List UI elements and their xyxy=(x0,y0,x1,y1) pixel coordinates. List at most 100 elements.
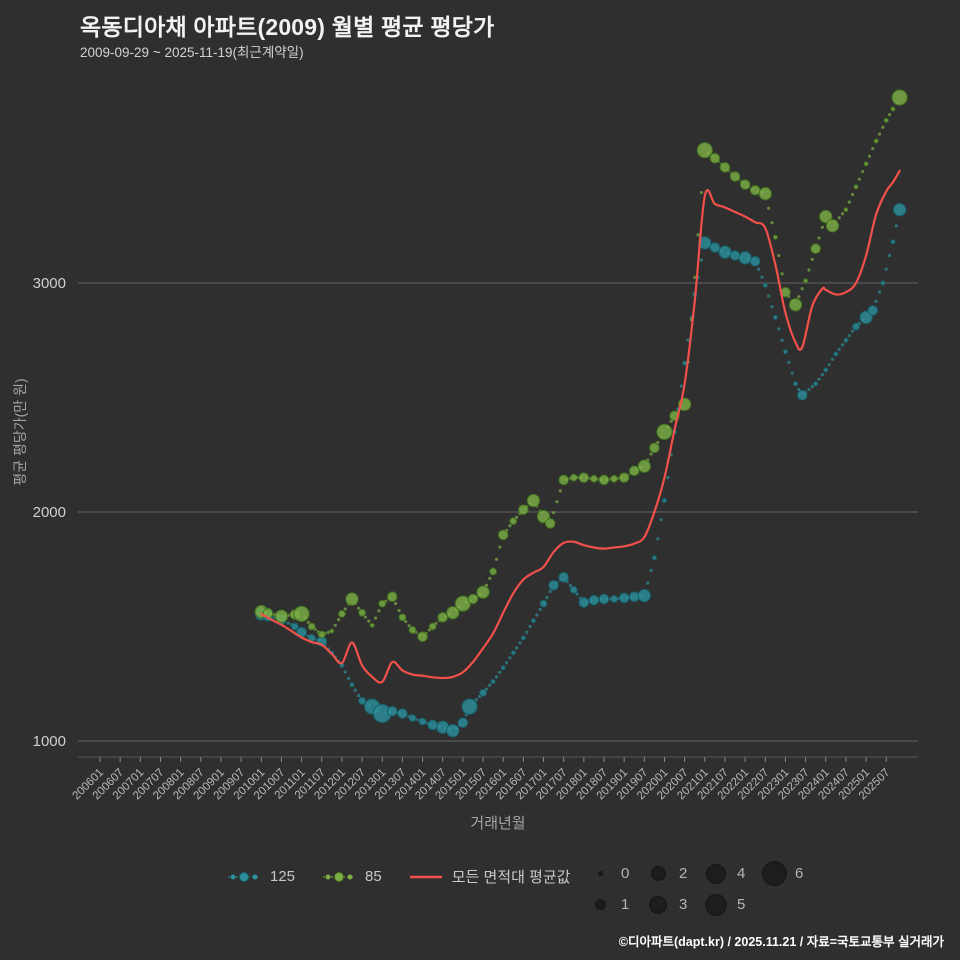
series-85-point xyxy=(788,298,803,312)
series-125-dot xyxy=(787,360,791,364)
series-85-point xyxy=(758,186,772,201)
series-85-dot xyxy=(394,602,398,606)
copyright-credit: ©디아파트(dapt.kr) / 2025.11.21 / 자료=국토교통부 실… xyxy=(618,935,944,949)
series-85-dot xyxy=(877,132,882,136)
series-85-point xyxy=(476,585,490,599)
series-125-point xyxy=(569,585,578,594)
series-125-dot xyxy=(474,698,478,702)
series-85-dot xyxy=(780,272,784,276)
series-85-point xyxy=(417,631,428,643)
series-125-dot xyxy=(877,290,882,294)
series-85-dot xyxy=(881,125,885,129)
legend-series-85-label: 85 xyxy=(365,868,382,885)
series-125-point xyxy=(358,697,366,705)
series-85-dot xyxy=(336,618,341,622)
series-125-dot xyxy=(353,688,357,692)
series-85-point xyxy=(408,626,417,634)
series-125-dot xyxy=(820,373,825,377)
series-125-point xyxy=(520,635,526,641)
series-85-point xyxy=(843,207,849,213)
series-85-dot xyxy=(777,253,781,258)
series-85-point xyxy=(873,138,879,144)
series-125-dot xyxy=(780,338,784,342)
y-tick-label: 1000 xyxy=(33,733,66,750)
series-125-point xyxy=(843,337,849,343)
series-125-dot xyxy=(525,630,529,634)
series-85-point xyxy=(749,184,761,196)
series-85-point xyxy=(696,142,713,159)
size-legend-label: 4 xyxy=(737,865,746,882)
series-125-dot xyxy=(884,267,888,271)
series-125-point xyxy=(558,571,569,583)
series-125-point xyxy=(446,723,460,738)
series-85-point xyxy=(398,613,407,622)
series-85-dot xyxy=(807,268,811,272)
series-85-dot xyxy=(407,624,411,628)
size-legend-item: 0 xyxy=(586,865,644,882)
series-85-dot xyxy=(693,275,697,279)
legend-series-125[interactable]: 125 xyxy=(226,868,295,885)
series-85-dot xyxy=(699,190,704,195)
legend-series-average[interactable]: 모든 면적대 평균값 xyxy=(408,866,570,887)
series-85-point xyxy=(387,591,398,603)
series-125-dot xyxy=(575,592,579,596)
series-85-point xyxy=(890,106,896,112)
size-legend-label: 0 xyxy=(621,865,630,882)
series-125-dot xyxy=(840,343,845,347)
series-85-point xyxy=(637,459,652,473)
series-85-point xyxy=(578,472,590,483)
series-125-marker-icon xyxy=(226,870,262,884)
series-125-dot xyxy=(837,347,841,352)
series-85-dot xyxy=(555,500,559,504)
series-125-point xyxy=(530,618,536,624)
size-legend-label: 3 xyxy=(679,896,688,913)
size-legend-item: 1 xyxy=(586,896,644,913)
size-dot-icon xyxy=(644,895,672,914)
series-85-dot xyxy=(851,192,855,197)
series-125-point xyxy=(618,592,630,604)
series-85-point xyxy=(819,209,833,224)
series-85-dot xyxy=(333,623,337,627)
series-85-point xyxy=(518,504,529,516)
series-85-point xyxy=(497,529,509,541)
series-125-point xyxy=(418,717,427,726)
series-125-dot xyxy=(756,267,761,271)
series-85-dot xyxy=(494,557,499,561)
series-85-point xyxy=(317,630,326,639)
series-125-dot xyxy=(494,675,499,679)
series-125-point xyxy=(387,705,398,717)
page-subtitle: 2009-09-29 ~ 2025-11-19(최근계약일) xyxy=(80,45,304,60)
series-85-dot xyxy=(871,147,875,151)
series-85-point xyxy=(598,474,610,486)
series-85-dot xyxy=(498,545,502,549)
series-125-dot xyxy=(790,371,794,375)
y-tick-label: 2000 xyxy=(33,504,66,521)
series-125-dot xyxy=(535,613,539,617)
series-125-dot xyxy=(679,384,683,388)
series-85-point xyxy=(345,592,359,606)
legend-series-85[interactable]: 85 xyxy=(321,868,382,885)
series-125-point xyxy=(682,360,688,366)
series-85-dot xyxy=(817,236,821,240)
x-axis-title: 거래년월 xyxy=(470,815,526,832)
series-85-point xyxy=(863,161,869,167)
series-125-point xyxy=(510,650,516,656)
series-125-dot xyxy=(488,683,492,687)
series-85-point xyxy=(509,517,518,526)
size-legend-item: 3 xyxy=(644,895,702,914)
series-85-dot xyxy=(810,257,814,261)
size-dot-icon xyxy=(702,863,730,884)
series-85-dot xyxy=(888,113,892,117)
series-85-point xyxy=(709,152,721,164)
size-legend-label: 6 xyxy=(795,865,804,882)
series-125-dot xyxy=(548,589,552,593)
series-85-dot xyxy=(558,489,562,493)
series-85-dot xyxy=(363,615,368,619)
series-85-point xyxy=(369,622,375,628)
series-125-dot xyxy=(528,624,532,629)
series-125-point xyxy=(427,719,438,731)
series-125-dot xyxy=(538,607,542,611)
series-125-point xyxy=(661,498,667,504)
series-125-point xyxy=(793,381,799,387)
series-125-point xyxy=(349,682,355,688)
